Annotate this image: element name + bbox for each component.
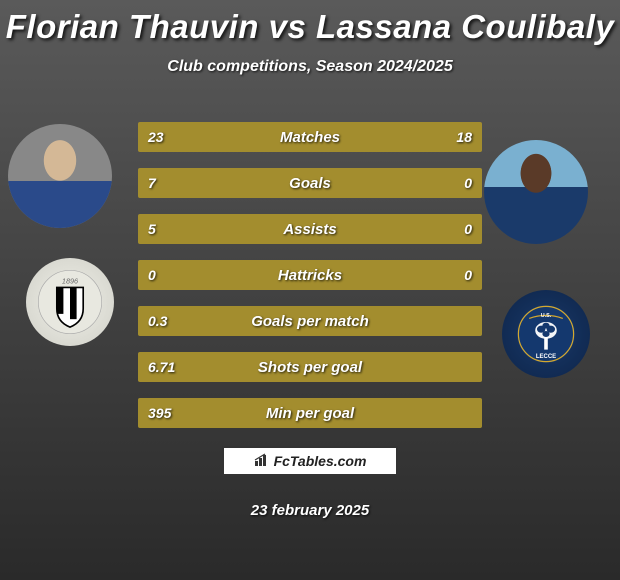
stat-row: 6.71 Shots per goal: [138, 352, 482, 382]
footer-date: 23 february 2025: [0, 502, 620, 519]
stats-list: 23 Matches 18 7 Goals 0 5 Assists 0 0 Ha…: [138, 122, 482, 444]
svg-text:1896: 1896: [62, 277, 79, 286]
stat-left-value: 23: [148, 129, 164, 145]
player-silhouette-icon: [8, 124, 112, 228]
club-left-badge: 1896: [26, 258, 114, 346]
footer-logo-text: FcTables.com: [274, 453, 367, 469]
stat-row: 395 Min per goal: [138, 398, 482, 428]
stat-right-value: 0: [464, 267, 472, 283]
stat-row: 5 Assists 0: [138, 214, 482, 244]
subtitle: Club competitions, Season 2024/2025: [0, 58, 620, 76]
comparison-card: Florian Thauvin vs Lassana Coulibaly Clu…: [0, 0, 620, 580]
svg-text:LECCE: LECCE: [536, 354, 556, 360]
stat-right-value: 0: [464, 221, 472, 237]
stat-label: Matches: [138, 129, 482, 146]
chart-icon: [254, 453, 270, 470]
stat-label: Goals per match: [138, 313, 482, 330]
svg-text:U.S.: U.S.: [541, 313, 552, 319]
stat-label: Assists: [138, 221, 482, 238]
stat-label: Shots per goal: [138, 359, 482, 376]
stat-left-value: 5: [148, 221, 156, 237]
stat-label: Min per goal: [138, 405, 482, 422]
footer-logo[interactable]: FcTables.com: [222, 446, 398, 476]
club-right-badge: U.S. LECCE: [502, 290, 590, 378]
player-silhouette-icon: [484, 140, 588, 244]
stat-row: 0.3 Goals per match: [138, 306, 482, 336]
lecce-badge-icon: U.S. LECCE: [516, 304, 576, 364]
stat-left-value: 395: [148, 405, 171, 421]
stat-right-value: 18: [456, 129, 472, 145]
stat-left-value: 0: [148, 267, 156, 283]
stat-left-value: 6.71: [148, 359, 175, 375]
stat-right-value: 0: [464, 175, 472, 191]
stat-label: Goals: [138, 175, 482, 192]
udinese-badge-icon: 1896: [37, 269, 103, 335]
player-left-photo: [8, 124, 112, 228]
stat-row: 7 Goals 0: [138, 168, 482, 198]
stat-row: 0 Hattricks 0: [138, 260, 482, 290]
stat-label: Hattricks: [138, 267, 482, 284]
stat-left-value: 0.3: [148, 313, 167, 329]
stat-row: 23 Matches 18: [138, 122, 482, 152]
stat-left-value: 7: [148, 175, 156, 191]
page-title: Florian Thauvin vs Lassana Coulibaly: [0, 0, 620, 46]
player-right-photo: [484, 140, 588, 244]
